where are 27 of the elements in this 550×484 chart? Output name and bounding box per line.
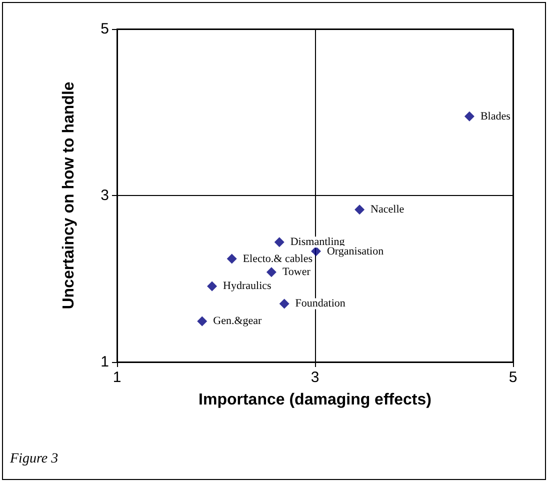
point: [354, 204, 365, 215]
annotation: Dismantling: [290, 236, 346, 248]
annotation: Blades: [480, 110, 510, 122]
y-tick-label: 3: [100, 187, 109, 204]
x-axis-title: Importance (damaging effects): [198, 392, 432, 408]
point: [197, 316, 208, 326]
y-axis-title: Uncertaincy on how to handle: [60, 82, 78, 310]
x-tick-label: 3: [310, 369, 320, 386]
point: [207, 281, 218, 292]
annotation: Electo.& cables: [242, 252, 312, 265]
y-tick-label: 5: [100, 20, 109, 38]
point: [464, 111, 474, 122]
point: [279, 298, 290, 309]
annotation: Foundation: [295, 298, 346, 310]
point: [266, 267, 276, 278]
annotation: Organisation: [326, 245, 384, 258]
point: [226, 254, 237, 264]
annotation: Hydraulics: [223, 280, 272, 292]
point: [274, 237, 284, 248]
point: [310, 246, 321, 256]
annotation: Gen.&gear: [213, 315, 262, 328]
x-tick-label: 1: [112, 369, 122, 386]
caption: Figure 3: [9, 452, 58, 466]
annotation: Tower: [282, 266, 311, 278]
y-tick-label: 1: [100, 354, 109, 370]
annotation: Nacelle: [370, 204, 404, 216]
x-tick-label: 5: [508, 369, 518, 386]
